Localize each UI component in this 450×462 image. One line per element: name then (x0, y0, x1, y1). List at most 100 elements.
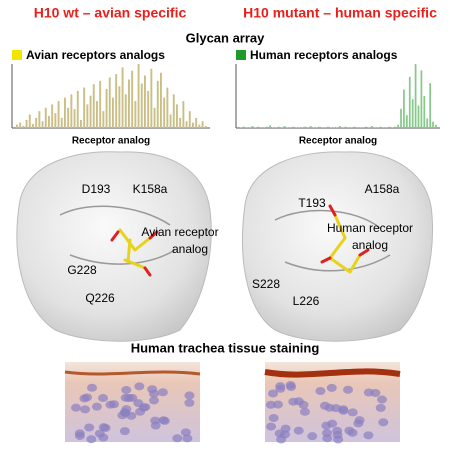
bar (67, 107, 70, 128)
bar (182, 101, 185, 128)
nucleus (87, 383, 98, 392)
bar (286, 127, 289, 128)
bar (96, 101, 98, 128)
bar (144, 75, 146, 128)
bar (420, 70, 423, 128)
bar (131, 70, 134, 128)
residue-label: K158a (133, 182, 168, 196)
bar (304, 126, 306, 128)
residue-label: Avian receptor (141, 225, 218, 239)
nucleus (275, 384, 286, 393)
bar (298, 127, 300, 128)
bar (301, 127, 303, 128)
bar (99, 80, 102, 128)
legend-label: Human receptors analogs (250, 48, 398, 62)
bar (394, 126, 397, 128)
bar (371, 126, 373, 128)
bar (339, 126, 341, 128)
bar (198, 124, 201, 128)
legend-swatch (12, 50, 22, 60)
nucleus (319, 401, 330, 410)
bar (102, 111, 105, 128)
nucleus (327, 419, 338, 428)
bar (137, 64, 140, 128)
nucleus (119, 427, 130, 436)
bar (327, 126, 330, 128)
x-axis-label: Receptor analog (299, 136, 377, 147)
nucleus (375, 403, 386, 412)
bar (280, 127, 283, 128)
bar (245, 127, 248, 128)
bar (118, 86, 121, 128)
nucleus (363, 431, 374, 440)
bar (417, 105, 420, 128)
nucleus (322, 434, 333, 443)
bar (426, 118, 429, 128)
bar (344, 126, 347, 128)
bar (251, 126, 254, 128)
bar (51, 104, 54, 128)
bar (382, 127, 385, 128)
bar (176, 104, 178, 128)
bar (330, 127, 333, 128)
right-title: H10 mutant – human specific (243, 5, 437, 21)
bar (44, 107, 47, 128)
bar (134, 101, 137, 128)
nucleus (184, 398, 195, 407)
bar (248, 127, 251, 128)
bar (324, 127, 327, 128)
bar (86, 104, 89, 128)
bar (336, 127, 338, 128)
bar (35, 117, 38, 128)
nucleus (184, 391, 195, 400)
bar (240, 127, 242, 128)
bar (112, 97, 114, 128)
bar (166, 87, 169, 128)
bar (201, 121, 204, 128)
bar (429, 83, 432, 128)
nucleus (280, 430, 291, 439)
bar (179, 117, 182, 128)
bar (188, 111, 191, 128)
bar (341, 127, 344, 128)
glycan-title: Glycan array (186, 30, 266, 45)
bar (321, 127, 324, 128)
nucleus (326, 383, 337, 392)
nucleus (70, 403, 81, 412)
nucleus (140, 403, 151, 412)
residue-label: analog (172, 242, 208, 256)
bar (140, 83, 143, 128)
bar (80, 119, 82, 128)
nucleus (82, 393, 93, 402)
bar (108, 77, 111, 128)
bar (405, 115, 408, 128)
bar (257, 126, 260, 128)
nucleus (98, 423, 109, 432)
residue-label: Q226 (85, 291, 115, 305)
bar (309, 126, 312, 128)
nucleus (105, 400, 116, 409)
bar (16, 124, 18, 128)
bar (403, 89, 405, 128)
bar (28, 114, 31, 128)
bar (121, 67, 124, 128)
bar (373, 127, 376, 128)
nucleus (84, 423, 95, 432)
bar (432, 121, 434, 128)
bar (163, 97, 166, 128)
bar (48, 115, 50, 128)
bar (172, 94, 175, 128)
bar (242, 126, 245, 128)
nucleus (265, 400, 276, 409)
bar (408, 76, 411, 128)
nucleus (344, 426, 355, 435)
bar (254, 127, 257, 128)
nucleus (158, 416, 169, 425)
residue-label: A158a (365, 182, 400, 196)
nucleus (74, 431, 85, 440)
bar (160, 72, 162, 128)
bar (272, 127, 274, 128)
bar (70, 94, 73, 128)
tissue-title: Human trachea tissue staining (131, 340, 320, 355)
residue-label: L226 (293, 294, 320, 308)
